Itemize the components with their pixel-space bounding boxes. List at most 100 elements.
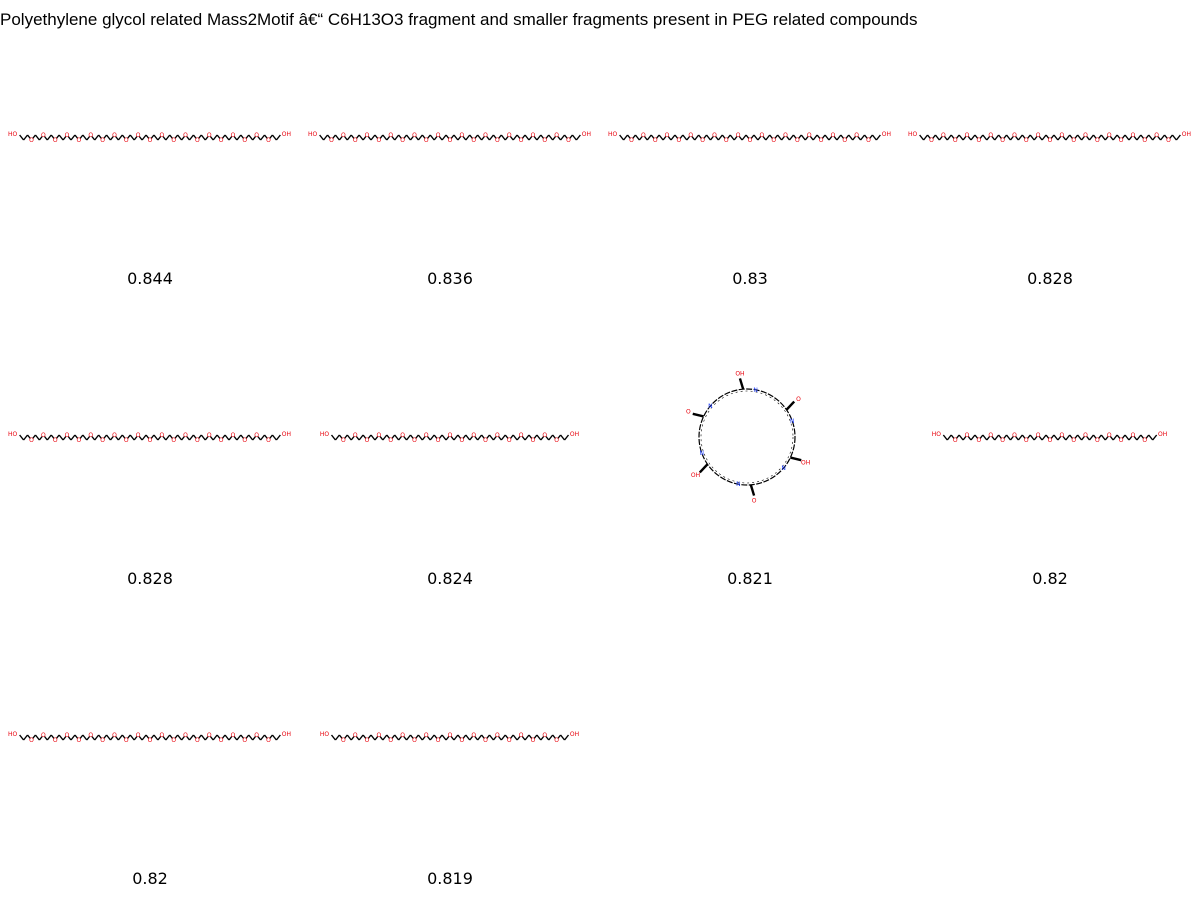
chain-bond (212, 134, 218, 141)
ether-oxygen-label: O (412, 132, 417, 139)
chain-bond (106, 134, 112, 141)
chain-bond (91, 736, 96, 741)
chain-bond (355, 736, 360, 741)
chain-bond (498, 436, 502, 441)
chain-bond (43, 136, 48, 141)
chain-bond (240, 134, 245, 139)
chain-bond (1086, 436, 1091, 441)
chain-bond (564, 134, 568, 139)
chain-bond (82, 134, 88, 141)
chain-bond (236, 434, 242, 441)
ether-oxygen-label: O (365, 737, 370, 744)
ether-oxygen-label: O (412, 437, 417, 444)
chain-bond (216, 434, 221, 439)
chain-bond (224, 734, 230, 741)
chain-bond (153, 734, 159, 741)
chain-bond (129, 434, 135, 441)
chain-bond (453, 434, 459, 441)
chain-bond (343, 734, 348, 739)
chain-bond (406, 434, 412, 441)
chain-bond (433, 734, 438, 739)
ether-oxygen-label: O (148, 737, 153, 744)
chain-bond (79, 134, 84, 139)
chain-bond (686, 136, 691, 141)
chain-bond (970, 134, 976, 141)
chain-bond (74, 734, 79, 739)
chain-bond (32, 134, 36, 139)
ether-oxygen-label: O (542, 732, 547, 739)
chain-bond (334, 434, 340, 441)
chain-bond (43, 436, 48, 441)
chain-bond (1148, 434, 1154, 441)
chain-bond (1029, 434, 1035, 441)
chain-bond (991, 436, 996, 441)
chain-bond (374, 736, 379, 741)
similarity-score: 0.819 (427, 869, 473, 888)
chain-bond (524, 134, 530, 141)
chain-bond (958, 434, 964, 441)
chain-bond (421, 134, 426, 139)
chain-bond (121, 134, 126, 139)
ether-oxygen-label: O (88, 132, 93, 139)
chain-bond (457, 734, 462, 739)
chain-bond (492, 134, 497, 139)
chain-bond (488, 734, 494, 741)
chain-bond (236, 734, 242, 741)
ether-oxygen-label: O (471, 137, 476, 144)
chain-bond (138, 136, 143, 141)
chain-bond (403, 134, 408, 139)
ether-oxygen-label: O (242, 737, 247, 744)
chain-bond (1062, 136, 1067, 141)
chain-bond (658, 134, 664, 141)
chain-bond (330, 434, 336, 441)
ether-oxygen-label: O (436, 737, 441, 744)
ether-oxygen-label: O (100, 137, 105, 144)
chain-bond (141, 734, 147, 741)
chain-bond (38, 436, 43, 441)
ether-oxygen-label: O (377, 732, 382, 739)
chain-bond (670, 134, 676, 141)
chain-bond (679, 134, 684, 139)
chain-bond (524, 434, 530, 441)
chain-bond (1015, 436, 1019, 441)
ether-oxygen-label: O (171, 137, 176, 144)
chain-bond (343, 434, 348, 439)
chain-bond (871, 134, 877, 141)
chain-bond (1140, 134, 1145, 139)
chain-bond (46, 434, 52, 441)
chain-bond (462, 734, 467, 739)
chain-bond (248, 434, 254, 441)
ether-oxygen-label: O (507, 737, 512, 744)
chain-bond (552, 434, 557, 439)
chain-bond (798, 134, 802, 139)
carbonyl-bond (692, 412, 704, 418)
chain-bond (409, 434, 414, 439)
chain-bond (1069, 434, 1074, 439)
chain-bond (192, 434, 197, 439)
ether-oxygen-label: O (1083, 132, 1088, 139)
ether-oxygen-label: O (365, 437, 370, 444)
chain-bond (334, 734, 340, 741)
chain-bond (224, 434, 230, 441)
ether-oxygen-label: O (365, 132, 370, 139)
ether-oxygen-label: O (53, 137, 58, 144)
hydroxyl-label: HO (908, 131, 918, 138)
chain-bond (540, 134, 545, 139)
chain-bond (252, 136, 257, 141)
hydroxyl-label: HO (320, 731, 330, 738)
ether-oxygen-label: O (195, 137, 200, 144)
hydroxyl-label: HO (308, 131, 318, 138)
hydroxyl-label: HO (8, 431, 18, 438)
ether-oxygen-label: O (219, 737, 224, 744)
chain-bond (117, 434, 123, 441)
ether-oxygen-label: O (531, 437, 536, 444)
chain-bond (1069, 134, 1074, 139)
chain-bond (269, 734, 273, 739)
ether-oxygen-label: O (483, 437, 488, 444)
carbonyl-oxygen-label: O (686, 408, 691, 415)
chain-bond (260, 134, 266, 141)
chain-bond (174, 734, 179, 739)
ether-oxygen-label: O (88, 732, 93, 739)
chain-bond (726, 134, 731, 139)
